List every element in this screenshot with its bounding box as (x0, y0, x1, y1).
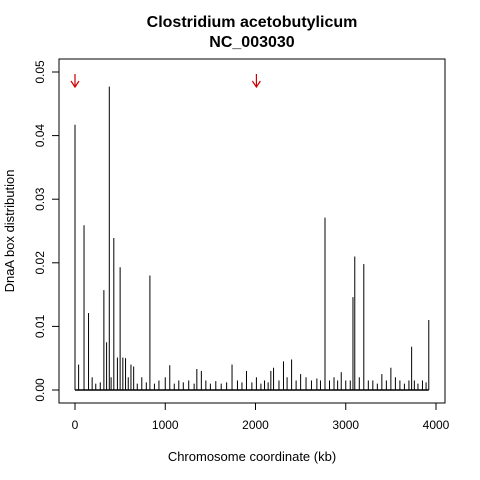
chart-title: Clostridium acetobutylicum (147, 14, 358, 31)
x-tick-label: 1000 (152, 418, 179, 432)
x-tick-label: 2000 (242, 418, 269, 432)
red-arrow-icon (70, 74, 80, 89)
y-tick-label: 0.02 (33, 251, 47, 275)
x-tick-label: 0 (72, 418, 79, 432)
y-axis: 0.00 0.01 0.02 0.03 0.04 0.05 (33, 60, 60, 402)
bar-series (74, 86, 430, 391)
y-tick-label: 0.04 (33, 124, 47, 148)
chart-subtitle: NC_003030 (209, 34, 295, 51)
y-tick-label: 0.00 (33, 378, 47, 402)
red-arrow-icon (251, 74, 261, 89)
y-tick-label: 0.01 (33, 314, 47, 338)
x-axis-label: Chromosome coordinate (kb) (168, 449, 336, 464)
origin-markers (70, 74, 261, 89)
x-tick-label: 4000 (423, 418, 450, 432)
y-tick-label: 0.03 (33, 187, 47, 211)
plot-frame (58, 58, 446, 404)
x-tick-label: 3000 (332, 418, 359, 432)
y-tick-label: 0.05 (33, 60, 47, 84)
y-axis-label: DnaA box distribution (2, 170, 17, 293)
x-axis: 0 1000 2000 3000 4000 (72, 402, 450, 432)
